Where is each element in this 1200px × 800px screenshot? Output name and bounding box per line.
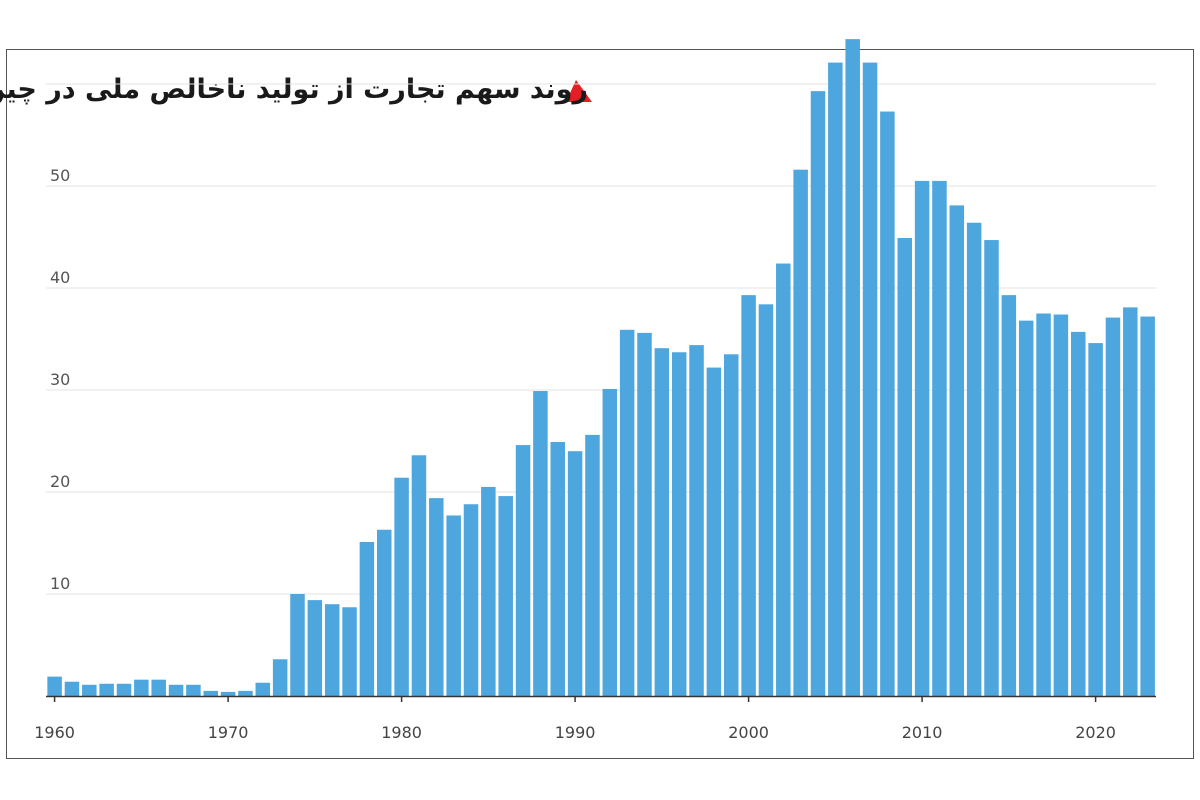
bars	[47, 39, 1155, 697]
bar-1988	[533, 391, 548, 696]
bar-1991	[585, 434, 600, 696]
bar-1985	[481, 486, 496, 696]
x-tick-label: 2000	[728, 723, 769, 742]
bar-2020	[1088, 343, 1103, 696]
bar-2015	[1001, 295, 1017, 696]
bar-1971	[238, 690, 253, 696]
bar-1976	[324, 604, 340, 696]
x-tick-label: 2010	[902, 723, 943, 742]
bar-1986	[498, 496, 513, 696]
bar-1964	[116, 683, 132, 696]
x-tick-label: 1960	[34, 723, 75, 742]
bar-2010	[914, 180, 930, 696]
bar-2016	[1018, 320, 1034, 696]
bar-1992	[602, 388, 618, 696]
bar-1975	[307, 600, 323, 696]
bar-2018	[1053, 314, 1069, 696]
bar-2003	[793, 169, 808, 696]
bar-1967	[168, 684, 184, 696]
bar-1982	[429, 498, 444, 696]
bar-2006	[845, 39, 860, 697]
y-tick-label: 10	[50, 574, 70, 593]
y-tick-label: 20	[50, 472, 70, 491]
bar-2012	[949, 205, 965, 696]
bar-1977	[342, 607, 357, 696]
bar-2021	[1105, 317, 1121, 696]
bar-2001	[758, 304, 774, 696]
bar-2000	[741, 295, 756, 696]
x-tick-label: 1980	[381, 723, 422, 742]
bar-2017	[1036, 313, 1051, 696]
x-tick-label: 1990	[555, 723, 596, 742]
x-tick-label: 2020	[1075, 723, 1116, 742]
bar-1966	[151, 679, 166, 696]
bar-1998	[706, 367, 722, 696]
bar-1995	[654, 348, 670, 696]
bar-2013	[966, 222, 982, 696]
bar-1996	[671, 352, 687, 696]
bar-1987	[515, 445, 531, 696]
bar-1994	[637, 332, 652, 696]
bar-1970	[220, 691, 236, 696]
y-tick-label: 40	[50, 268, 70, 287]
bar-1981	[411, 455, 427, 696]
bar-2007	[862, 62, 878, 696]
y-tick-label: 30	[50, 370, 70, 389]
bar-1961	[64, 681, 80, 696]
bar-1974	[290, 594, 305, 696]
bar-2005	[828, 62, 843, 696]
bar-1978	[359, 541, 375, 696]
bar-1989	[550, 442, 565, 696]
bar-2011	[932, 180, 947, 696]
bar-1999	[724, 354, 739, 696]
bar-1973	[272, 659, 288, 696]
axes: 10 20 30 40 50 1960 1970 1980 1990 2000 2010 2020	[34, 166, 1156, 742]
x-tick-label: 1970	[208, 723, 249, 742]
bar-2019	[1071, 331, 1086, 696]
bar-1993	[619, 329, 635, 696]
bar-1963	[99, 683, 114, 696]
bar-2009	[897, 238, 912, 696]
bar-1972	[255, 682, 271, 696]
bar-1979	[377, 529, 392, 696]
bar-1983	[446, 515, 461, 696]
bar-1990	[567, 451, 583, 696]
chart-title: روند سهم تجارت از تولید ناخالص ملی در چی…	[0, 74, 588, 105]
bar-1962	[82, 684, 97, 696]
bar-1984	[463, 504, 479, 696]
bar-1965	[134, 679, 149, 696]
bar-2022	[1123, 307, 1138, 696]
bar-2002	[776, 263, 791, 696]
y-tick-label: 50	[50, 166, 70, 185]
bar-1969	[203, 690, 218, 696]
bar-1968	[186, 684, 201, 696]
bar-2014	[984, 240, 999, 696]
bar-1997	[689, 345, 704, 696]
bar-2008	[880, 111, 895, 697]
bar-2023	[1140, 316, 1155, 696]
title-marker-icon	[566, 80, 592, 102]
bar-2004	[810, 91, 826, 696]
bar-1980	[394, 477, 409, 696]
bar-1960	[47, 676, 62, 696]
